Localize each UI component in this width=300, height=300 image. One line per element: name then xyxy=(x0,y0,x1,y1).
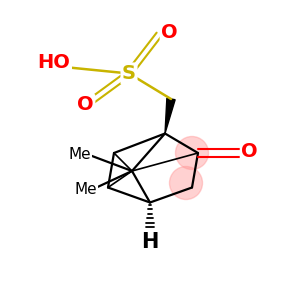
Text: HO: HO xyxy=(38,53,70,73)
Circle shape xyxy=(169,167,202,200)
Text: O: O xyxy=(161,23,178,43)
Polygon shape xyxy=(165,98,175,134)
Text: H: H xyxy=(141,232,159,251)
Text: S: S xyxy=(122,64,136,83)
Text: Me: Me xyxy=(68,147,91,162)
Circle shape xyxy=(176,136,208,169)
Text: Me: Me xyxy=(74,182,97,196)
Text: O: O xyxy=(241,142,258,161)
Text: O: O xyxy=(77,95,94,115)
